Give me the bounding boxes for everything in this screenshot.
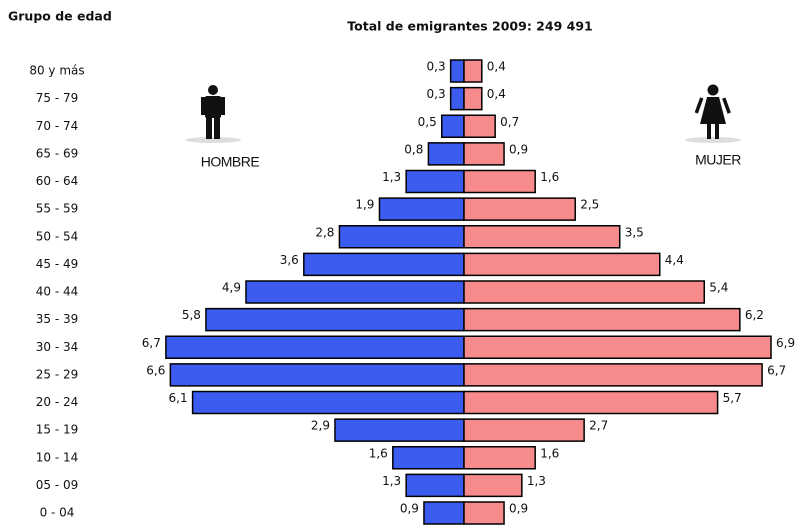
bar [169,363,465,387]
bar [449,59,465,83]
data-label: 1,9 [355,198,374,212]
bar [463,114,496,138]
bar [463,473,523,498]
y-axis-label: Grupo de edad [8,9,112,24]
data-label: 0,3 [427,87,446,101]
data-label: 0,9 [509,142,528,156]
category-label: 60 - 64 [36,174,79,188]
male-icon [185,85,241,143]
data-label: 0,9 [509,502,528,516]
category-label: 80 y más [29,64,84,78]
bar [463,197,576,221]
bar [392,446,465,470]
data-label: 2,5 [580,198,599,212]
bar [441,114,465,138]
category-label: 15 - 19 [36,423,79,437]
category-label: 05 - 09 [36,478,79,492]
legend-label: MUJER [695,152,741,168]
bar [405,169,465,194]
bar [423,501,465,525]
bar [463,501,505,525]
bar [463,390,719,415]
data-label: 0,4 [487,60,506,74]
data-label: 0,3 [427,60,446,74]
category-label: 10 - 14 [36,450,79,464]
category-label: 65 - 69 [36,146,79,160]
data-label: 2,7 [589,419,608,433]
bar [463,418,585,442]
bar [165,335,465,359]
bar [463,169,536,194]
data-label: 6,2 [745,308,764,322]
category-label: 45 - 49 [36,257,79,271]
data-label: 6,9 [776,336,795,350]
category-label: 20 - 24 [36,395,79,409]
data-label: 1,3 [382,474,401,488]
data-label: 1,6 [369,446,388,460]
bar [463,446,536,470]
data-label: 5,7 [723,391,742,405]
bar [463,363,763,387]
bar [338,225,465,249]
category-label: 55 - 59 [36,202,79,216]
data-label: 1,6 [540,446,559,460]
data-label: 0,9 [400,502,419,516]
female-icon [685,84,741,143]
data-label: 4,9 [222,281,241,295]
data-label: 1,3 [382,170,401,184]
data-label: 6,7 [767,363,786,377]
category-label: 25 - 29 [36,367,79,381]
category-label: 35 - 39 [36,312,79,326]
data-label: 4,4 [665,253,684,267]
bar [463,142,505,166]
legend-label: HOMBRE [201,154,260,170]
bar [205,307,465,332]
data-label: 1,3 [527,474,546,488]
data-label: 0,5 [418,115,437,129]
bar [463,86,483,111]
bar [191,390,465,415]
data-label: 5,8 [182,308,201,322]
category-label: 40 - 44 [36,285,79,299]
data-label: 3,6 [280,253,299,267]
data-label: 0,8 [404,142,423,156]
data-label: 0,4 [487,87,506,101]
bar [463,59,483,83]
bar [449,86,465,111]
category-label: 50 - 54 [36,229,79,243]
bar [303,252,465,277]
category-label: 0 - 04 [40,506,75,520]
bar [463,280,706,304]
category-label: 70 - 74 [36,119,79,133]
category-label: 30 - 34 [36,340,79,354]
bar [245,280,465,304]
bar [405,473,465,498]
data-label: 2,8 [315,225,334,239]
data-label: 6,6 [146,363,165,377]
bar [334,418,465,442]
data-label: 5,4 [709,281,728,295]
data-label: 3,5 [625,225,644,239]
data-label: 0,7 [500,115,519,129]
data-label: 6,1 [169,391,188,405]
bar [463,307,741,332]
bar [463,225,621,249]
data-label: 1,6 [540,170,559,184]
chart-title: Total de emigrantes 2009: 249 491 [347,19,592,34]
data-label: 6,7 [142,336,161,350]
bar [463,335,772,359]
bar [463,252,661,277]
bar [427,142,465,166]
bar [378,197,465,221]
category-label: 75 - 79 [36,91,79,105]
data-label: 2,9 [311,419,330,433]
